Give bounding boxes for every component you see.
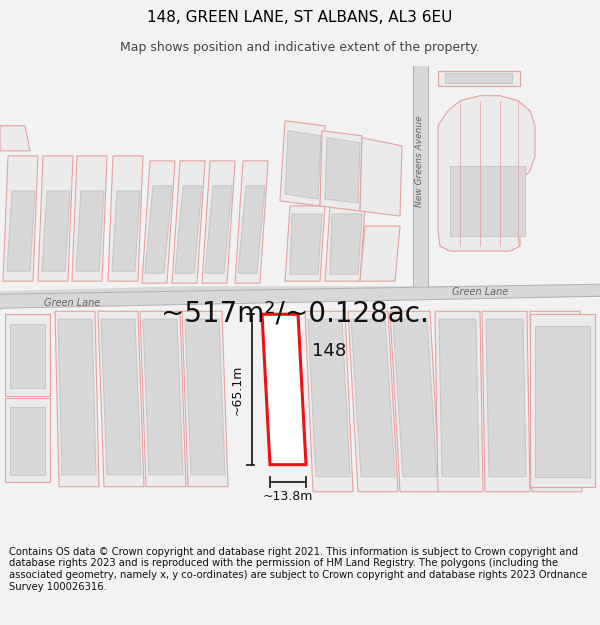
Text: 148: 148 bbox=[312, 342, 346, 361]
Polygon shape bbox=[445, 72, 512, 82]
Polygon shape bbox=[143, 319, 183, 475]
Polygon shape bbox=[182, 311, 228, 487]
Polygon shape bbox=[535, 326, 590, 477]
Polygon shape bbox=[262, 314, 306, 464]
Polygon shape bbox=[72, 156, 107, 281]
Polygon shape bbox=[42, 191, 70, 271]
Polygon shape bbox=[330, 214, 362, 274]
Polygon shape bbox=[10, 324, 45, 389]
Polygon shape bbox=[142, 161, 175, 283]
Polygon shape bbox=[5, 399, 50, 482]
Polygon shape bbox=[360, 226, 400, 281]
Polygon shape bbox=[285, 206, 325, 281]
Polygon shape bbox=[439, 319, 479, 477]
Polygon shape bbox=[534, 319, 578, 477]
Polygon shape bbox=[393, 319, 437, 477]
Polygon shape bbox=[140, 311, 186, 487]
Polygon shape bbox=[0, 291, 180, 308]
Polygon shape bbox=[38, 156, 73, 281]
Polygon shape bbox=[450, 166, 525, 236]
Polygon shape bbox=[58, 319, 96, 475]
Polygon shape bbox=[360, 138, 402, 216]
Text: Map shows position and indicative extent of the property.: Map shows position and indicative extent… bbox=[120, 41, 480, 54]
Polygon shape bbox=[235, 161, 268, 283]
Polygon shape bbox=[10, 406, 45, 475]
Text: 148, GREEN LANE, ST ALBANS, AL3 6EU: 148, GREEN LANE, ST ALBANS, AL3 6EU bbox=[148, 10, 452, 25]
Polygon shape bbox=[486, 319, 526, 477]
Polygon shape bbox=[112, 191, 140, 271]
Polygon shape bbox=[482, 311, 530, 492]
Text: ~13.8m: ~13.8m bbox=[263, 490, 313, 503]
Polygon shape bbox=[76, 191, 104, 271]
Polygon shape bbox=[202, 161, 235, 283]
Polygon shape bbox=[308, 319, 350, 477]
Polygon shape bbox=[325, 138, 360, 203]
Polygon shape bbox=[351, 319, 395, 477]
Polygon shape bbox=[280, 121, 325, 206]
Polygon shape bbox=[0, 126, 30, 151]
Text: Green Lane: Green Lane bbox=[44, 298, 100, 308]
Polygon shape bbox=[5, 314, 50, 396]
Text: Green Lane: Green Lane bbox=[452, 288, 508, 298]
Polygon shape bbox=[435, 311, 483, 492]
Text: ~65.1m: ~65.1m bbox=[230, 364, 244, 414]
Text: Contains OS data © Crown copyright and database right 2021. This information is : Contains OS data © Crown copyright and d… bbox=[9, 547, 587, 592]
Polygon shape bbox=[185, 319, 225, 475]
Polygon shape bbox=[0, 286, 600, 311]
Polygon shape bbox=[98, 311, 144, 487]
Polygon shape bbox=[413, 66, 428, 286]
Polygon shape bbox=[438, 71, 520, 86]
Polygon shape bbox=[530, 314, 595, 487]
Polygon shape bbox=[175, 186, 202, 273]
Text: ~517m²/~0.128ac.: ~517m²/~0.128ac. bbox=[161, 299, 429, 328]
Polygon shape bbox=[290, 214, 322, 274]
Text: New Greens Avenue: New Greens Avenue bbox=[415, 115, 425, 207]
Polygon shape bbox=[285, 131, 321, 199]
Polygon shape bbox=[325, 206, 365, 281]
Polygon shape bbox=[438, 96, 535, 251]
Polygon shape bbox=[0, 284, 600, 308]
Polygon shape bbox=[238, 186, 265, 273]
Polygon shape bbox=[530, 311, 582, 492]
Polygon shape bbox=[7, 191, 35, 271]
Polygon shape bbox=[3, 156, 38, 281]
Polygon shape bbox=[205, 186, 232, 273]
Polygon shape bbox=[101, 319, 141, 475]
Polygon shape bbox=[55, 311, 99, 487]
Polygon shape bbox=[108, 156, 143, 281]
Polygon shape bbox=[172, 161, 205, 283]
Polygon shape bbox=[348, 311, 398, 492]
Polygon shape bbox=[320, 131, 362, 211]
Polygon shape bbox=[305, 311, 353, 492]
Polygon shape bbox=[145, 186, 172, 273]
Polygon shape bbox=[390, 311, 440, 492]
